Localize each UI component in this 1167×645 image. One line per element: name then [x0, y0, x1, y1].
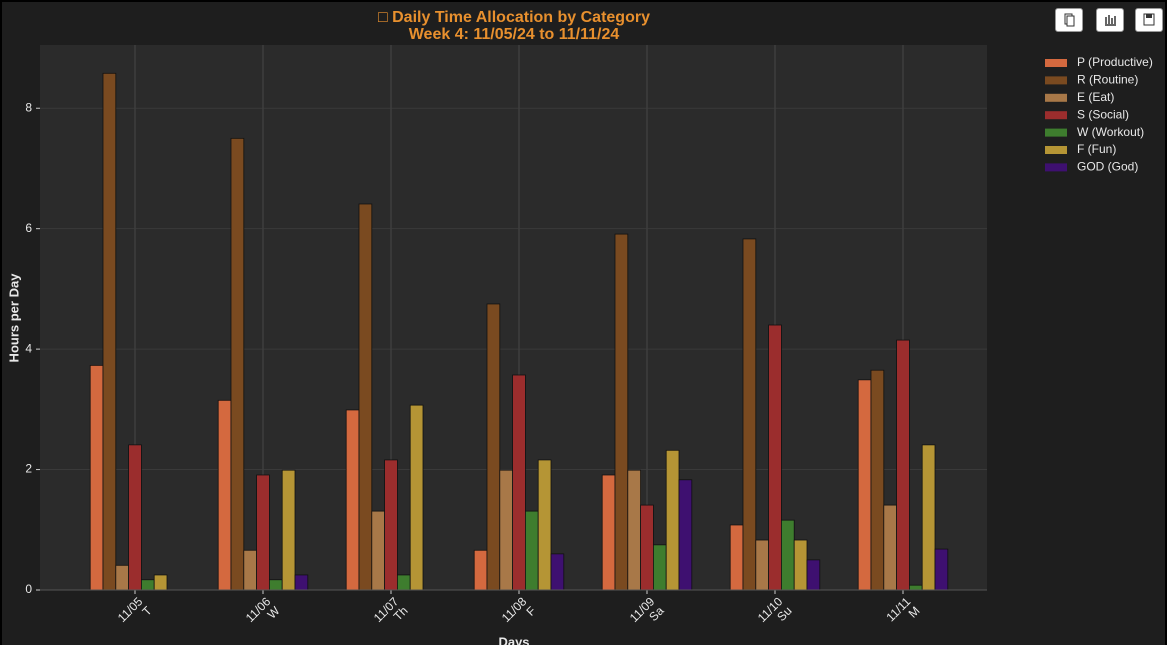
- bar: [384, 459, 398, 591]
- legend-label: P (Productive): [1077, 55, 1153, 69]
- bar: [665, 449, 680, 591]
- bar: [140, 579, 155, 591]
- bar: [909, 584, 923, 591]
- bar: [473, 549, 488, 591]
- bar: [537, 459, 552, 591]
- bar: [512, 374, 526, 591]
- bar: [896, 339, 910, 591]
- legend-swatch: [1045, 111, 1067, 120]
- chart-title: □ Daily Time Allocation by Category: [378, 9, 650, 26]
- bar: [921, 444, 936, 591]
- bar: [396, 574, 411, 591]
- legend-label: S (Social): [1077, 107, 1129, 121]
- y-tick-label: 4: [25, 341, 32, 355]
- bar: [243, 549, 258, 591]
- copy-icon: [1064, 13, 1075, 27]
- y-tick-label: 8: [25, 100, 32, 114]
- save-button[interactable]: [1135, 8, 1163, 32]
- legend-label: R (Routine): [1077, 73, 1138, 87]
- bar: [883, 504, 897, 591]
- legend-label: W (Workout): [1077, 125, 1144, 139]
- bar: [268, 579, 283, 591]
- bar: [781, 519, 795, 591]
- legend-swatch: [1045, 93, 1067, 102]
- y-tick-label: 2: [25, 462, 32, 476]
- y-axis-label: Hours per Day: [6, 273, 21, 363]
- legend-swatch: [1045, 163, 1067, 172]
- bar: [102, 72, 117, 591]
- bar: [217, 399, 232, 591]
- bar: [614, 233, 629, 591]
- bar: [128, 444, 142, 591]
- legend-swatch: [1045, 146, 1067, 154]
- bar: [742, 238, 757, 591]
- bar: [934, 548, 949, 591]
- icon-shape: [1105, 15, 1116, 26]
- chart-button[interactable]: [1096, 8, 1124, 32]
- bar: [806, 559, 821, 591]
- x-axis-label: Days: [498, 634, 529, 645]
- bar: [550, 553, 565, 591]
- bar: [678, 479, 693, 591]
- bar: [115, 564, 130, 591]
- bar: [525, 510, 539, 591]
- legend-swatch: [1045, 59, 1067, 67]
- y-tick-label: 0: [25, 582, 32, 596]
- bar: [281, 469, 296, 591]
- bar: [230, 137, 245, 591]
- icon-shape: [1146, 14, 1152, 18]
- bar: [729, 524, 744, 591]
- y-tick-label: 6: [25, 221, 32, 235]
- save-icon: [1143, 13, 1155, 26]
- legend-label: F (Fun): [1077, 142, 1116, 156]
- bar: [371, 510, 385, 591]
- legend-swatch: [1045, 76, 1067, 85]
- bar: [486, 303, 501, 591]
- chart-subtitle: Week 4: 11/05/24 to 11/11/24: [409, 26, 620, 43]
- copy-button[interactable]: [1055, 8, 1083, 32]
- bar: [857, 379, 872, 591]
- bar: [768, 324, 782, 591]
- bar: [870, 369, 885, 591]
- icon-shape: [1066, 15, 1075, 27]
- bar: [653, 544, 667, 591]
- bar: [409, 404, 424, 591]
- bar: [345, 409, 360, 591]
- legend-swatch: [1045, 128, 1067, 137]
- legend-label: GOD (God): [1077, 160, 1138, 174]
- bar: [294, 574, 309, 591]
- bar: [627, 469, 641, 591]
- bar: [499, 469, 513, 591]
- bar: [89, 364, 104, 591]
- bar: [601, 474, 616, 591]
- bar: [793, 539, 808, 591]
- bar: [358, 203, 373, 591]
- legend-label: E (Eat): [1077, 90, 1114, 104]
- bar: [755, 539, 769, 591]
- bar: [256, 474, 270, 591]
- chart-icon: [1105, 15, 1116, 26]
- bar: [153, 574, 168, 591]
- bar: [640, 504, 654, 591]
